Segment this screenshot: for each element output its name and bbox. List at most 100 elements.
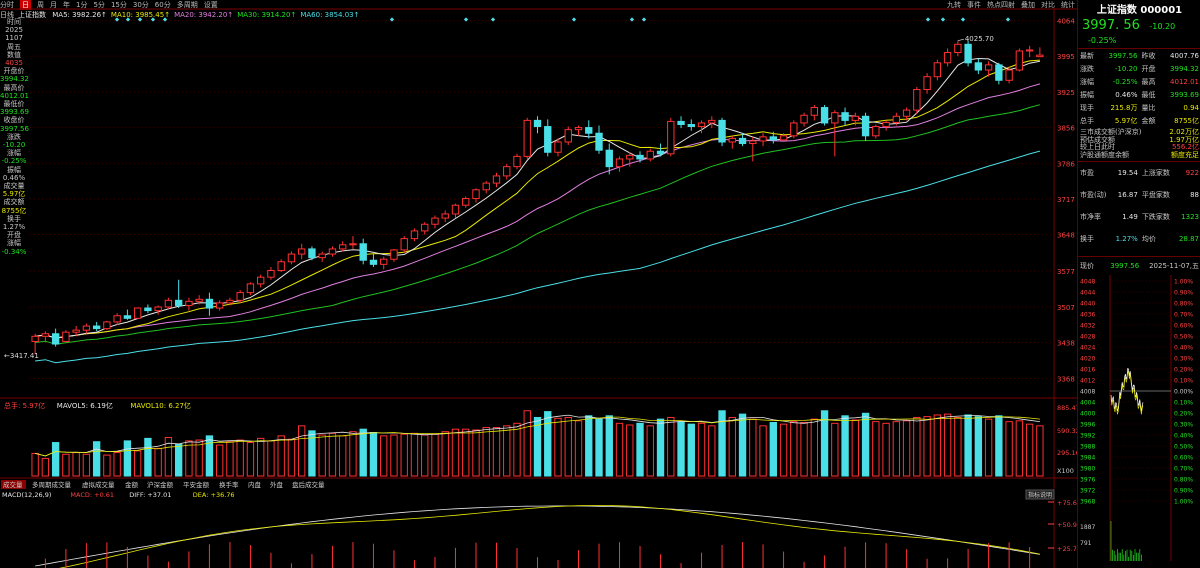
candle-body: [851, 115, 860, 121]
quote-value: 215.8万: [1110, 103, 1138, 112]
event-marker: [463, 17, 469, 22]
candle-body: [564, 129, 572, 143]
period-tab[interactable]: 月: [50, 1, 57, 9]
indicator-tab[interactable]: 盘后成交量: [292, 480, 325, 489]
turnover-row: 预估成交额 1.97万亿: [1080, 135, 1199, 145]
volume-bar: [1015, 420, 1024, 477]
candle-body: [390, 249, 398, 260]
tool-button[interactable]: 热点四射: [987, 1, 1015, 9]
candle-body: [144, 307, 152, 312]
period-tab[interactable]: 5分: [93, 1, 105, 9]
y-tick-label: 3648: [1057, 232, 1075, 240]
turnover-value: 1.97万亿: [1169, 135, 1199, 144]
quote-value: 28.87: [1178, 235, 1199, 243]
period-tab[interactable]: 分时: [0, 1, 14, 9]
volume-bar: [718, 410, 726, 477]
y-tick-label: 3368: [1057, 375, 1075, 383]
volume-bar: [482, 427, 490, 477]
info-line: 涨幅: [7, 239, 21, 248]
candle-body: [687, 124, 695, 128]
indicator-tab[interactable]: 多周期成交量: [32, 480, 72, 489]
period-tab[interactable]: 1分: [76, 1, 88, 9]
indicator-tab[interactable]: 内盘: [248, 480, 262, 489]
event-marker: [125, 17, 131, 22]
turnover-row: 沪股通额度余额 额度充足: [1080, 151, 1199, 160]
period-tab[interactable]: 设置: [203, 1, 218, 9]
candle-body: [697, 122, 706, 128]
tool-button[interactable]: 九转: [947, 1, 961, 9]
mini-right-tick: 0.40%: [1174, 433, 1193, 440]
info-line: 1107: [5, 34, 23, 43]
period-tab[interactable]: 年: [63, 1, 70, 9]
volume-bar: [841, 415, 849, 477]
mini-right-tick: 0.40%: [1174, 345, 1193, 352]
volume-bar: [246, 442, 255, 477]
mini-right-tick: 0.30%: [1174, 356, 1193, 363]
volume-header: 总手: 5.97亿: [4, 401, 45, 410]
indicator-help-button[interactable]: [1025, 489, 1055, 500]
volume-bar: [431, 433, 439, 477]
candle-body: [738, 137, 747, 145]
candle-body: [995, 64, 1003, 81]
indicator-tab[interactable]: 换手率: [219, 480, 239, 489]
period-tab[interactable]: 周: [37, 1, 44, 9]
market-turnover: 三市成交额(沪深京) 2.02万亿 预估成交额 1.97万亿 较上日此时 556.2亿 沪股…: [1078, 127, 1200, 162]
mini-header: 现价 3997.56 2025-11-07,五: [1078, 256, 1200, 275]
candle-body: [318, 253, 326, 259]
indicator-help-label[interactable]: 指标说明: [1028, 491, 1052, 499]
volume-bar: [123, 440, 132, 477]
quote-value: 8755亿: [1174, 116, 1199, 125]
info-line: 数值: [7, 50, 21, 59]
high-pointer: [957, 38, 964, 41]
quote-label: 市盈: [1080, 169, 1094, 177]
indicator-tab[interactable]: 虚拟成交量: [82, 480, 115, 489]
tool-button[interactable]: 事件: [967, 1, 981, 9]
volume-bar: [902, 420, 911, 477]
quote-stats-table: 市盈 19.54 上涨家数 922 市盈(动) 16.87 平盘家数 88 市净率 1.49 下跌家…: [1078, 162, 1200, 250]
volume-bar: [728, 416, 736, 477]
tool-button[interactable]: 对比: [1041, 1, 1055, 9]
candle-body: [892, 115, 901, 123]
info-line: 振幅: [7, 165, 21, 174]
volume-bar: [92, 441, 101, 477]
kline-chart[interactable]: 4064 3995 3925 3856 3786 3717 3648 3577 3507 3438…: [0, 0, 1077, 568]
mini-right-tick: 0.80%: [1174, 477, 1193, 484]
candle-body: [92, 325, 101, 330]
candle-body: [831, 112, 839, 124]
mini-right-tick: 1.00%: [1174, 279, 1193, 286]
quote-value: -0.25%: [1112, 77, 1138, 86]
indicator-tab[interactable]: 外盘: [270, 480, 284, 489]
candle-body: [964, 43, 972, 64]
quote-table: 最新 3997.56 昨收 4007.76 涨跌 -10.20 开盘 3994.32 涨幅 -0.…: [1078, 49, 1200, 127]
indicator-tab[interactable]: 平安金额: [183, 480, 210, 489]
indicator-tab[interactable]: 成交量: [3, 480, 23, 489]
candle-body: [431, 217, 439, 225]
volume-bar: [585, 415, 593, 477]
quote-label: 换手: [1080, 235, 1094, 243]
indicator-tab[interactable]: 金额: [125, 480, 139, 489]
quote-row: 涨跌 -10.20 开盘 3994.32: [1078, 62, 1200, 75]
period-tab[interactable]: 多周期: [176, 1, 198, 9]
tool-button[interactable]: 统计: [1061, 1, 1075, 9]
volume-bar: [144, 437, 152, 477]
turnover-value: 2.02万亿: [1169, 128, 1199, 136]
y-tick-label: 3786: [1057, 161, 1075, 169]
indicator-tab[interactable]: 沪深金额: [147, 480, 174, 489]
mini-left-tick: 4040: [1080, 301, 1095, 308]
mini-left-tick: 4016: [1080, 367, 1095, 374]
info-line: 最低价: [3, 100, 25, 109]
quote-label: 下跌家数: [1141, 213, 1170, 221]
period-tab[interactable]: 日: [20, 0, 31, 10]
volume-bar: [677, 421, 685, 477]
quote-label: 市净率: [1080, 213, 1101, 221]
candle-body: [267, 270, 275, 278]
info-line: -0.34%: [1, 247, 27, 256]
volume-bar: [267, 440, 275, 477]
intraday-chart[interactable]: 4048 1.00% 4044 0.90% 4040 0.80% 4036 0.70% 4032…: [1078, 275, 1200, 561]
candle-body: [585, 127, 593, 134]
candle-body: [298, 248, 306, 255]
period-tab[interactable]: 15分: [110, 1, 127, 9]
tool-button[interactable]: 叠加: [1021, 1, 1035, 9]
period-tab[interactable]: 60分: [154, 1, 171, 9]
period-tab[interactable]: 30分: [132, 1, 149, 9]
